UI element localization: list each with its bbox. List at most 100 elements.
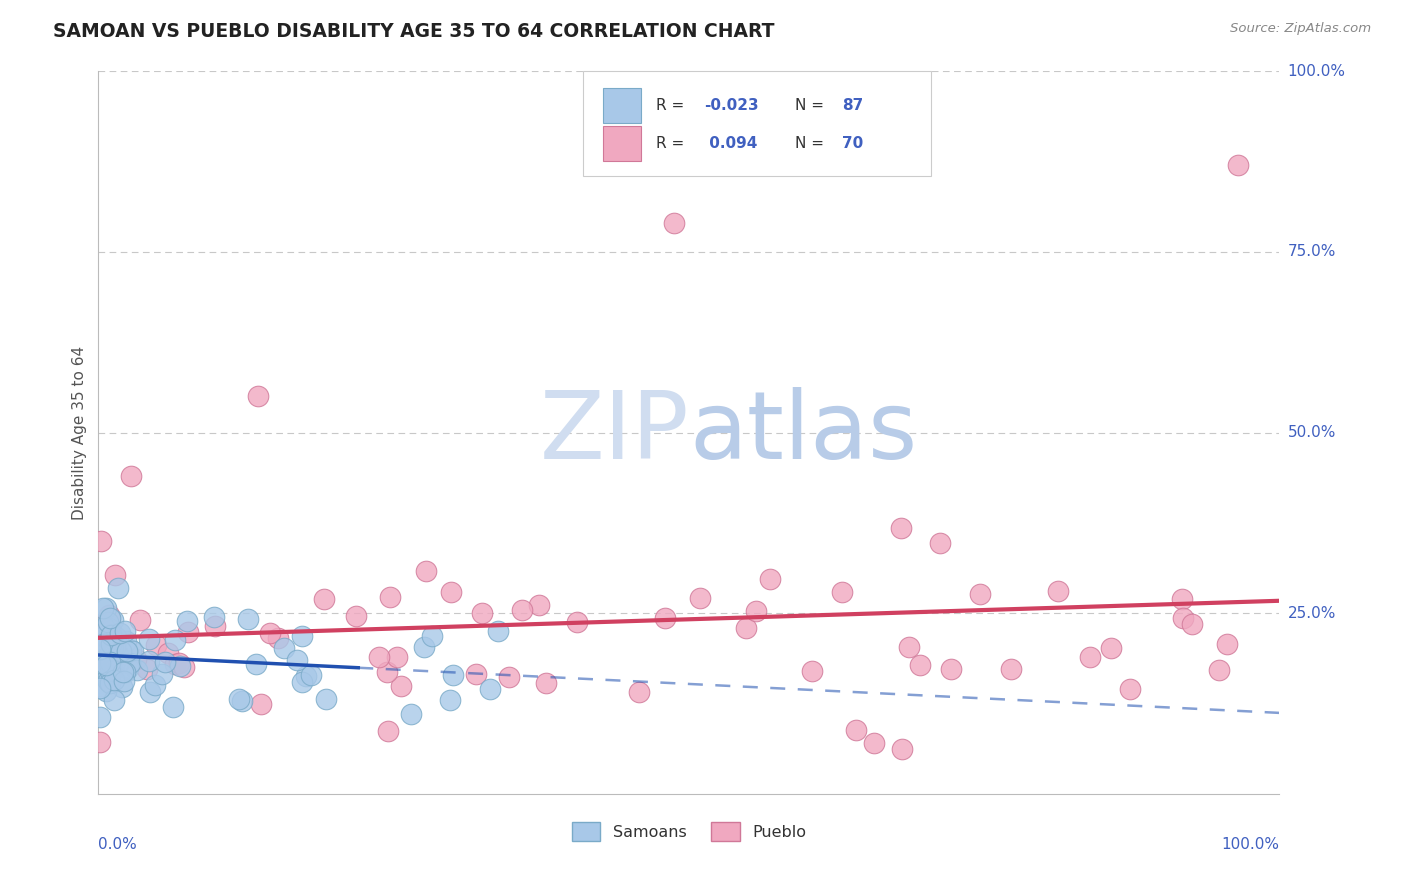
Text: 0.094: 0.094 [704,136,758,151]
Point [267,631,290,645]
Point [399,706,422,721]
Point [138,654,160,668]
Text: 100.0%: 100.0% [1288,64,1346,78]
Point [165,633,187,648]
Point [138,684,160,698]
Point [259,626,281,640]
Text: SAMOAN VS PUEBLO DISABILITY AGE 35 TO 64 CORRELATION CHART: SAMOAN VS PUEBLO DISABILITY AGE 35 TO 64… [53,22,775,41]
Point [114,634,136,648]
Point [111,664,134,678]
Point [422,628,444,642]
Point [344,609,367,624]
Text: Source: ZipAtlas.com: Source: ZipAtlas.com [1230,22,1371,36]
Point [231,694,253,708]
Point [527,598,550,612]
Text: ZIP: ZIP [540,386,689,479]
Point [100,635,122,649]
Point [97,615,120,630]
Point [890,521,912,535]
Point [97,669,120,683]
Point [89,735,111,749]
Point [375,665,398,680]
Point [104,633,127,648]
Point [387,649,409,664]
Point [90,663,112,677]
Point [91,601,114,615]
Point [273,640,295,655]
Point [285,653,308,667]
Point [98,655,121,669]
Text: 87: 87 [842,98,863,112]
Point [498,670,520,684]
Point [93,630,115,644]
Point [107,581,129,595]
Text: 25.0%: 25.0% [1288,606,1336,621]
Text: 50.0%: 50.0% [1288,425,1336,440]
Point [565,615,588,629]
Point [897,640,920,654]
Point [245,657,267,671]
Point [536,676,558,690]
Point [662,216,685,230]
Text: R =: R = [655,136,689,151]
Point [291,675,314,690]
Point [103,673,125,688]
Point [471,606,494,620]
Text: 75.0%: 75.0% [1288,244,1336,260]
Point [97,622,120,636]
Text: N =: N = [796,98,830,112]
Point [103,658,125,673]
Point [628,685,651,699]
Bar [603,88,641,123]
Point [103,693,125,707]
Point [138,632,160,646]
Text: 100.0%: 100.0% [1222,838,1279,852]
Point [479,682,502,697]
Point [89,663,111,677]
Point [145,639,167,653]
Text: -0.023: -0.023 [704,98,759,112]
Point [89,640,111,655]
Point [890,742,912,756]
Point [100,624,122,638]
Point [1047,583,1070,598]
Point [104,567,127,582]
Point [246,389,269,403]
Point [689,591,711,606]
Point [290,629,312,643]
Point [167,656,190,670]
Point [114,665,136,679]
Point [96,684,118,698]
Point [89,652,111,666]
Point [89,642,111,657]
Point [111,665,134,679]
Y-axis label: Disability Age 35 to 64: Disability Age 35 to 64 [72,345,87,520]
Text: atlas: atlas [689,386,917,479]
Point [176,615,198,629]
Point [94,668,117,682]
Point [801,664,824,678]
Point [89,656,111,670]
Point [97,648,120,663]
Point [115,643,138,657]
Point [378,591,401,605]
Point [845,723,868,737]
Point [204,618,226,632]
Point [295,669,318,683]
Text: R =: R = [655,98,689,112]
Point [97,674,120,689]
Point [831,584,853,599]
Point [759,572,782,586]
Point [1171,592,1194,607]
Point [94,637,117,651]
Point [1181,616,1204,631]
Point [98,664,121,678]
Point [177,624,200,639]
Legend: Samoans, Pueblo: Samoans, Pueblo [565,816,813,847]
Point [101,640,124,654]
Point [150,666,173,681]
Point [105,631,128,645]
Point [862,736,884,750]
Point [143,677,166,691]
Point [1000,662,1022,676]
